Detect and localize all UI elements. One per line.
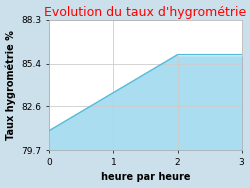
Y-axis label: Taux hygrométrie %: Taux hygrométrie % (6, 30, 16, 140)
X-axis label: heure par heure: heure par heure (101, 172, 190, 182)
Title: Evolution du taux d'hygrométrie: Evolution du taux d'hygrométrie (44, 6, 246, 19)
